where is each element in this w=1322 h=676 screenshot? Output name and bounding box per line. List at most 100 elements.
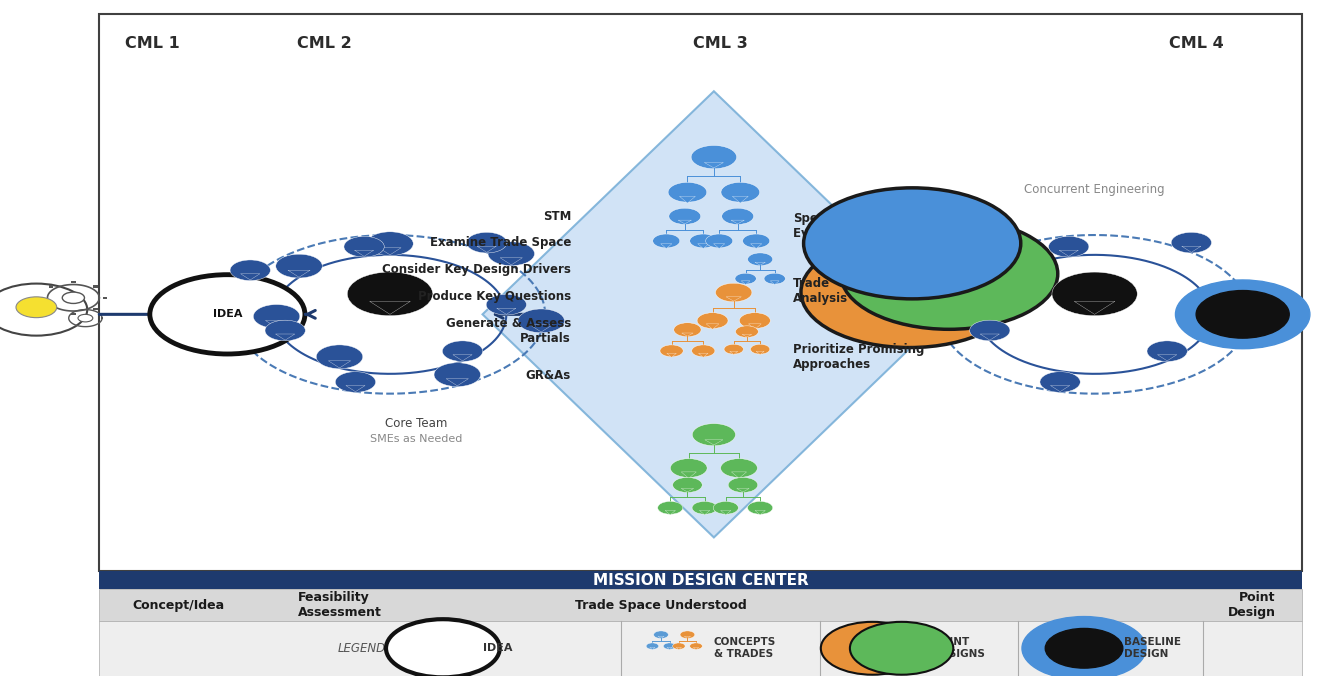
Polygon shape xyxy=(755,510,765,515)
Polygon shape xyxy=(370,301,410,314)
Circle shape xyxy=(518,309,564,333)
Circle shape xyxy=(935,260,976,281)
Circle shape xyxy=(764,273,785,284)
Text: STM: STM xyxy=(543,210,571,223)
Polygon shape xyxy=(706,324,719,329)
Text: CML 1: CML 1 xyxy=(124,37,180,51)
Polygon shape xyxy=(682,333,693,336)
Polygon shape xyxy=(685,637,690,638)
Polygon shape xyxy=(500,258,522,265)
Polygon shape xyxy=(346,385,365,391)
Circle shape xyxy=(850,622,953,675)
Circle shape xyxy=(149,274,305,354)
Text: Specify
Eval Criteria: Specify Eval Criteria xyxy=(793,212,875,241)
FancyBboxPatch shape xyxy=(49,308,53,310)
Circle shape xyxy=(653,631,669,638)
Circle shape xyxy=(348,272,432,316)
Text: Concurrent Engineering: Concurrent Engineering xyxy=(1025,183,1165,196)
Polygon shape xyxy=(288,270,311,277)
Polygon shape xyxy=(497,308,516,314)
Circle shape xyxy=(467,233,506,253)
Text: SMEs as Needed: SMEs as Needed xyxy=(370,434,463,444)
Polygon shape xyxy=(477,246,496,252)
Text: Core Team: Core Team xyxy=(385,417,448,431)
FancyBboxPatch shape xyxy=(71,281,75,283)
Circle shape xyxy=(748,253,772,266)
Text: Feasibility
Assessment: Feasibility Assessment xyxy=(297,591,381,619)
Text: Prioritize Promising
Approaches: Prioritize Promising Approaches xyxy=(793,343,924,371)
Circle shape xyxy=(336,372,375,392)
Circle shape xyxy=(691,502,718,514)
FancyBboxPatch shape xyxy=(94,285,98,287)
Text: Produce Key Questions: Produce Key Questions xyxy=(418,289,571,303)
Circle shape xyxy=(706,234,732,248)
Circle shape xyxy=(1175,280,1310,349)
Polygon shape xyxy=(677,648,681,650)
FancyBboxPatch shape xyxy=(94,308,98,310)
Text: LEGEND:: LEGEND: xyxy=(338,642,390,655)
Circle shape xyxy=(276,254,323,278)
Polygon shape xyxy=(483,91,945,537)
Polygon shape xyxy=(650,648,654,650)
Circle shape xyxy=(1022,617,1146,676)
Polygon shape xyxy=(756,352,764,355)
Circle shape xyxy=(443,341,483,362)
Circle shape xyxy=(316,345,362,368)
Text: IDEA: IDEA xyxy=(213,310,242,319)
Circle shape xyxy=(841,218,1058,329)
Polygon shape xyxy=(726,297,742,301)
Polygon shape xyxy=(661,244,672,249)
Circle shape xyxy=(720,183,760,202)
Circle shape xyxy=(722,208,754,224)
Polygon shape xyxy=(266,320,288,328)
Polygon shape xyxy=(699,510,710,515)
Text: Examine Trade Space: Examine Trade Space xyxy=(430,235,571,249)
Circle shape xyxy=(1171,233,1211,253)
Text: CML 2: CML 2 xyxy=(296,37,352,51)
Circle shape xyxy=(230,260,271,281)
Text: Trade Space Understood: Trade Space Understood xyxy=(575,598,747,612)
Polygon shape xyxy=(732,196,748,203)
FancyBboxPatch shape xyxy=(99,571,1302,589)
Circle shape xyxy=(78,314,93,322)
Polygon shape xyxy=(530,325,553,332)
Circle shape xyxy=(488,242,534,266)
Circle shape xyxy=(713,502,739,514)
Circle shape xyxy=(1040,372,1080,392)
Circle shape xyxy=(646,643,658,650)
FancyBboxPatch shape xyxy=(71,313,75,315)
Circle shape xyxy=(690,643,702,650)
Polygon shape xyxy=(666,354,677,358)
Circle shape xyxy=(660,345,683,357)
Circle shape xyxy=(668,183,707,202)
Polygon shape xyxy=(658,637,664,638)
Polygon shape xyxy=(668,648,672,650)
Polygon shape xyxy=(751,244,761,249)
Circle shape xyxy=(697,313,728,329)
Circle shape xyxy=(1052,272,1137,316)
Polygon shape xyxy=(328,361,350,368)
Text: CML 4: CML 4 xyxy=(1169,37,1224,51)
Text: GR&As: GR&As xyxy=(526,368,571,382)
Circle shape xyxy=(691,145,736,169)
Circle shape xyxy=(62,292,85,304)
Text: Trade
Analysis: Trade Analysis xyxy=(793,276,849,305)
Text: Consider Key Design Drivers: Consider Key Design Drivers xyxy=(382,262,571,276)
Polygon shape xyxy=(730,352,738,355)
Circle shape xyxy=(680,631,695,638)
Circle shape xyxy=(344,237,385,257)
Text: CML 3: CML 3 xyxy=(693,37,748,51)
Text: POINT
DESIGNS: POINT DESIGNS xyxy=(933,637,985,659)
Polygon shape xyxy=(665,510,676,515)
Polygon shape xyxy=(447,379,468,386)
Polygon shape xyxy=(705,162,723,168)
Circle shape xyxy=(969,320,1010,341)
Circle shape xyxy=(16,297,57,318)
Polygon shape xyxy=(748,324,761,329)
Circle shape xyxy=(1147,341,1187,362)
Polygon shape xyxy=(714,244,724,249)
Text: MISSION DESIGN CENTER: MISSION DESIGN CENTER xyxy=(592,573,809,588)
Polygon shape xyxy=(379,247,401,255)
Circle shape xyxy=(751,344,769,354)
Polygon shape xyxy=(241,274,260,280)
